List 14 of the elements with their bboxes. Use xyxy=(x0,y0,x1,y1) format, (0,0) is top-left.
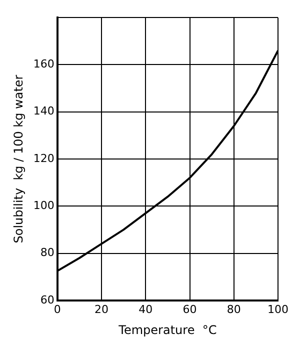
x-tick-label: 40 xyxy=(138,302,153,316)
x-tick-label: 0 xyxy=(54,302,61,316)
x-tick-label: 100 xyxy=(268,302,288,316)
y-tick-label: 120 xyxy=(33,152,54,165)
x-tick-label: 20 xyxy=(94,302,109,316)
y-tick-label: 60 xyxy=(40,293,54,306)
y-tick-label: 160 xyxy=(33,58,54,71)
y-tick-label: 100 xyxy=(33,198,54,212)
y-axis-title: Solubility kg / 100 kg water xyxy=(11,74,26,244)
y-tick-label: 80 xyxy=(40,246,54,260)
x-axis-title: Temperature °C xyxy=(118,322,217,337)
y-tick-label: 140 xyxy=(33,104,54,118)
x-tick-label: 60 xyxy=(182,302,197,316)
x-tick-label: 80 xyxy=(226,302,241,316)
